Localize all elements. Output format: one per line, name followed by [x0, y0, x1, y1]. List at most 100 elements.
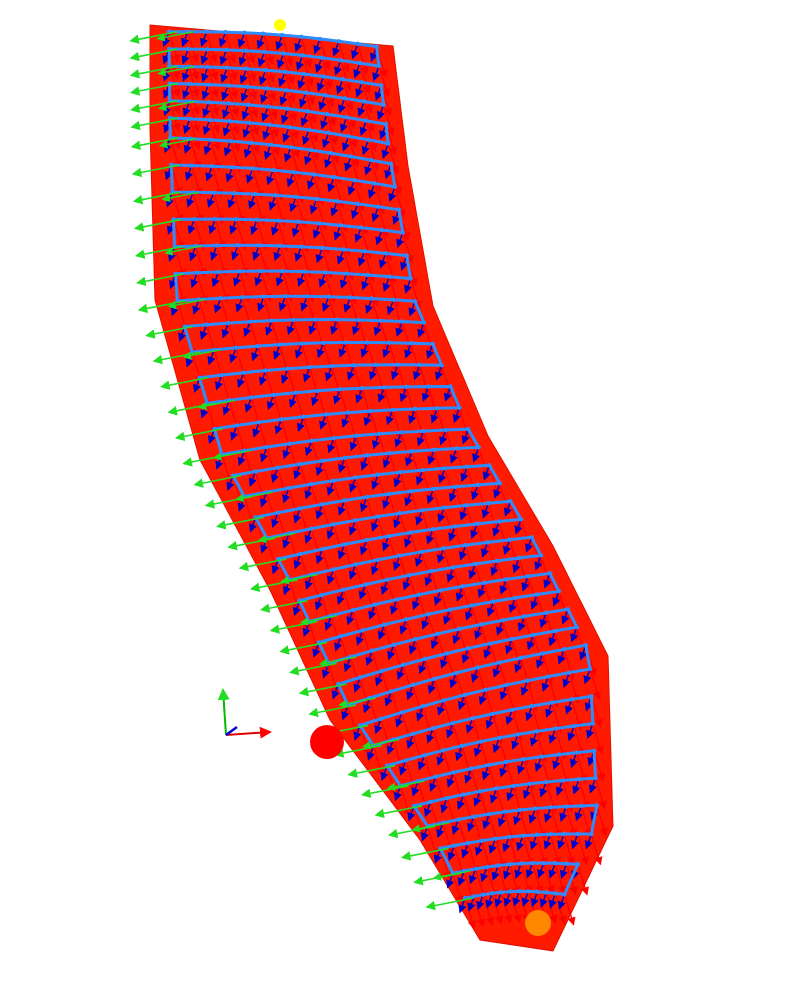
toolpath-point [205, 64, 211, 70]
normal-arrow [209, 139, 222, 172]
binormal-arrow [414, 551, 423, 568]
toolpath-point [288, 144, 293, 150]
normal-arrow [187, 31, 199, 64]
toolpath-point [343, 340, 348, 345]
toolpath-point [291, 169, 296, 175]
binormal-arrow [567, 725, 576, 742]
binormal-arrow [354, 227, 363, 243]
toolpath-point [340, 77, 345, 82]
binormal-arrow [222, 120, 231, 137]
binormal-arrow [406, 684, 415, 701]
normal-arrow [276, 467, 289, 500]
binormal-arrow [530, 594, 539, 610]
toolpath-point [403, 617, 409, 622]
binormal-arrow [334, 636, 343, 652]
toolpath-point [482, 580, 487, 585]
normal-arrow [188, 101, 201, 133]
toolpath-point [520, 833, 525, 838]
binormal-arrow [503, 539, 511, 556]
binormal-arrow [251, 345, 260, 362]
binormal-arrow [355, 630, 364, 646]
toolpath-point [447, 607, 453, 612]
toolpath-point [594, 803, 600, 808]
binormal-arrow [325, 365, 333, 382]
binormal-arrow [505, 638, 514, 655]
tangent-arrow [129, 82, 178, 96]
toolpath-point [556, 589, 562, 594]
toolpath-point [395, 362, 400, 368]
binormal-arrow [404, 278, 412, 294]
toolpath-point [430, 341, 435, 347]
toolpath-point [334, 317, 340, 322]
binormal-arrow [218, 31, 227, 48]
binormal-arrow [320, 113, 329, 130]
toolpath-point [345, 410, 351, 415]
toolpath-point [319, 592, 324, 598]
toolpath-point [412, 299, 418, 304]
normal-arrow [452, 772, 465, 804]
binormal-arrow [395, 321, 404, 337]
normal-arrow [310, 574, 323, 606]
binormal-arrow [369, 364, 377, 381]
toolpath-point [553, 891, 558, 896]
toolpath-point [403, 758, 408, 763]
binormal-arrow [435, 364, 443, 381]
toolpath-point [342, 96, 347, 101]
normal-arrow [563, 833, 575, 866]
binormal-arrow [534, 756, 543, 773]
normal-arrow [500, 892, 513, 924]
normal-arrow [324, 95, 337, 127]
toolpath-point [356, 317, 361, 323]
normal-arrow [452, 722, 464, 755]
toolpath-point [275, 510, 281, 515]
normal-arrow [264, 69, 277, 102]
toolpath-point [297, 506, 303, 511]
tangent-arrow [289, 662, 337, 676]
toolpath-point [484, 864, 490, 870]
binormal-arrow [244, 397, 253, 413]
binormal-arrow [461, 428, 470, 445]
binormal-arrow [316, 342, 325, 359]
toolpath-point [441, 698, 446, 703]
toolpath-point [408, 341, 414, 346]
binormal-arrow [370, 559, 379, 576]
normal-arrow [310, 484, 323, 516]
binormal-arrow [238, 50, 247, 67]
binormal-arrow [416, 430, 425, 447]
binormal-arrow [326, 569, 335, 585]
toolpath-point [527, 781, 532, 787]
toolpath-point [204, 322, 209, 327]
toolpath-point [438, 588, 443, 593]
toolpath-point [331, 478, 336, 483]
toolpath-point [293, 194, 299, 200]
binormal-arrow [250, 219, 259, 236]
binormal-arrow [517, 758, 526, 775]
toolpath-point [478, 739, 483, 744]
tangent-arrow [269, 620, 318, 634]
toolpath-point [303, 90, 308, 95]
tangent-arrow [299, 615, 338, 626]
toolpath-point [261, 294, 266, 299]
toolpath-point [408, 276, 413, 281]
binormal-arrow [393, 471, 402, 488]
normal-arrow [288, 443, 301, 476]
binormal-arrow [353, 677, 362, 693]
binormal-arrow [530, 731, 538, 747]
binormal-arrow [586, 723, 595, 739]
normal-arrow [286, 108, 299, 141]
binormal-arrow [338, 457, 346, 474]
binormal-arrow [423, 801, 432, 818]
toolpath-point [475, 665, 480, 670]
toolpath-point [442, 466, 447, 471]
toolpath-point [281, 51, 286, 56]
toolpath-point [431, 447, 437, 453]
binormal-arrow [314, 594, 323, 611]
toolpath-point [590, 721, 595, 726]
toolpath-point [326, 294, 331, 299]
toolpath-point [407, 573, 412, 578]
tangent-arrow [400, 847, 449, 861]
toolpath-point [435, 631, 440, 637]
toolpath-point [362, 249, 367, 254]
